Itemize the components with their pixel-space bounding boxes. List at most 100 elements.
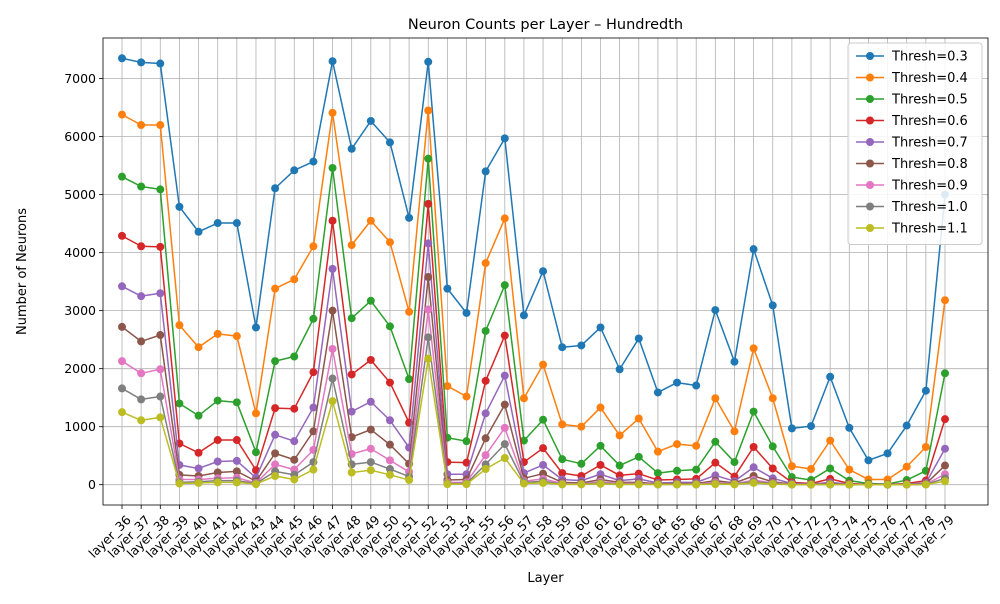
data-point	[577, 341, 586, 350]
data-point	[921, 442, 930, 451]
data-point	[194, 464, 203, 473]
data-point	[730, 427, 739, 436]
legend: Thresh=0.3 Thresh=0.4 Thresh=0.5 Thresh=0.6…	[847, 42, 983, 245]
data-point	[347, 144, 356, 153]
y-tick-label: 1000	[64, 419, 96, 434]
data-point	[347, 407, 356, 416]
data-point	[232, 436, 241, 445]
data-point	[213, 436, 222, 445]
data-point	[692, 480, 701, 489]
data-point	[328, 108, 337, 117]
data-point	[137, 58, 146, 67]
legend-marker	[866, 73, 874, 82]
data-point	[251, 448, 260, 457]
data-point	[156, 413, 165, 422]
data-point	[692, 441, 701, 450]
data-point	[634, 334, 643, 343]
data-point	[539, 444, 548, 453]
data-point	[941, 415, 949, 424]
data-point	[711, 306, 720, 315]
data-point	[232, 398, 241, 407]
data-point	[481, 259, 490, 268]
data-point	[137, 416, 146, 425]
data-point	[615, 461, 624, 470]
chart-title: Neuron Counts per Layer – Hundredth	[408, 17, 683, 33]
data-point	[175, 202, 184, 211]
data-point	[902, 462, 911, 471]
data-point	[194, 227, 203, 236]
legend-marker	[866, 95, 874, 103]
data-point	[596, 441, 605, 450]
data-point	[118, 110, 126, 119]
data-point	[156, 121, 165, 130]
data-point	[730, 458, 739, 467]
data-point	[692, 465, 701, 474]
data-point	[749, 442, 758, 451]
data-point	[347, 370, 356, 379]
data-point	[232, 467, 241, 476]
data-point	[539, 415, 548, 424]
data-point	[883, 449, 892, 458]
data-point	[366, 116, 375, 125]
data-point	[156, 289, 165, 298]
data-point	[653, 447, 662, 456]
data-point	[194, 343, 203, 352]
data-point	[577, 480, 586, 489]
data-point	[558, 420, 567, 429]
data-point	[807, 480, 816, 489]
data-point	[194, 448, 203, 457]
series	[118, 154, 949, 489]
data-point	[309, 314, 318, 323]
data-point	[118, 172, 126, 181]
data-point	[347, 241, 356, 250]
legend-label: Thresh=1.0	[891, 200, 968, 215]
data-point	[462, 392, 471, 401]
data-point	[213, 468, 222, 477]
data-point	[596, 403, 605, 412]
data-point	[137, 337, 146, 346]
data-point	[366, 296, 375, 305]
data-point	[175, 479, 184, 488]
data-point	[807, 465, 816, 474]
data-point	[787, 424, 796, 433]
data-point	[615, 365, 624, 374]
data-point	[271, 471, 280, 480]
data-point	[481, 434, 490, 443]
data-point	[673, 466, 682, 475]
data-point	[213, 219, 222, 228]
data-point	[634, 414, 643, 423]
legend-label: Thresh=0.3	[891, 50, 968, 65]
data-point	[558, 455, 567, 464]
data-point	[156, 331, 165, 340]
data-point	[385, 465, 394, 474]
data-point	[443, 284, 452, 293]
data-point	[596, 460, 605, 469]
data-point	[941, 477, 949, 486]
legend-item: Thresh=0.7	[856, 136, 968, 151]
data-point	[558, 480, 567, 489]
data-point	[290, 166, 299, 175]
legend-marker	[866, 159, 874, 168]
data-point	[481, 409, 490, 418]
data-point	[826, 464, 835, 473]
data-point	[749, 245, 758, 254]
data-point	[118, 384, 126, 393]
data-point	[500, 440, 509, 449]
data-point	[232, 478, 241, 487]
data-point	[156, 59, 165, 68]
data-point	[424, 57, 433, 66]
data-point	[443, 382, 452, 391]
data-point	[539, 360, 548, 369]
y-tick-label: 6000	[64, 129, 96, 144]
data-point	[118, 231, 126, 240]
data-point	[845, 423, 854, 432]
data-point	[366, 444, 375, 453]
legend-label: Thresh=0.5	[891, 93, 968, 108]
data-point	[673, 440, 682, 449]
y-tick-label: 2000	[64, 361, 96, 376]
data-point	[309, 157, 318, 166]
data-point	[749, 407, 758, 416]
data-point	[385, 378, 394, 387]
data-point	[596, 323, 605, 332]
